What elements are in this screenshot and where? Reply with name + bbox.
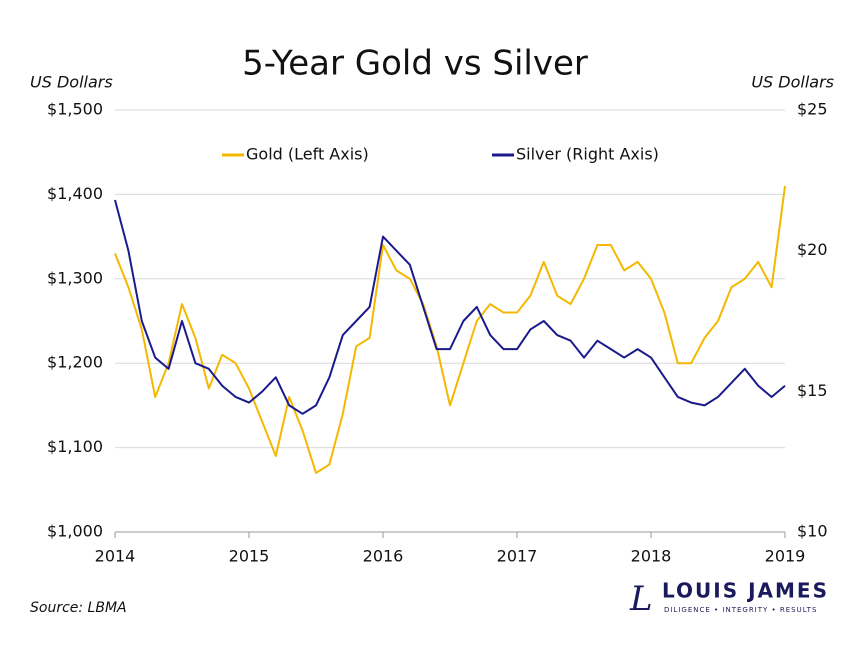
y-tick-label: $1,200 — [47, 353, 103, 372]
y2-tick-label: $10 — [797, 522, 828, 541]
logo-tagline: DILIGENCE • INTEGRITY • RESULTS — [664, 606, 817, 614]
y2-tick-label: $25 — [797, 100, 828, 119]
y2-axis-label: US Dollars — [751, 73, 834, 92]
y-axis-label: US Dollars — [30, 73, 113, 92]
chart-title: 5-Year Gold vs Silver — [242, 44, 588, 84]
y-tick-label: $1,100 — [47, 437, 103, 456]
source-note: Source: LBMA — [30, 600, 127, 616]
legend-label: Gold (Left Axis) — [246, 145, 369, 164]
x-tick-label: 2014 — [95, 547, 136, 566]
legend-label: Silver (Right Axis) — [516, 145, 659, 164]
x-tick-label: 2017 — [497, 547, 538, 566]
series-line — [114, 199, 786, 415]
y2-tick-label: $15 — [797, 381, 828, 400]
x-tick-label: 2018 — [631, 547, 672, 566]
series-line — [114, 185, 786, 474]
y2-tick-label: $20 — [797, 240, 828, 259]
logo-mark: L — [629, 579, 653, 619]
y-tick-label: $1,500 — [47, 100, 103, 119]
y-tick-label: $1,400 — [47, 184, 103, 203]
x-tick-label: 2015 — [229, 547, 270, 566]
logo-name: LOUIS JAMES — [662, 579, 829, 603]
y-tick-label: $1,300 — [47, 268, 103, 287]
x-tick-label: 2016 — [363, 547, 404, 566]
x-tick-label: 2019 — [765, 547, 806, 566]
y-tick-label: $1,000 — [47, 522, 103, 541]
